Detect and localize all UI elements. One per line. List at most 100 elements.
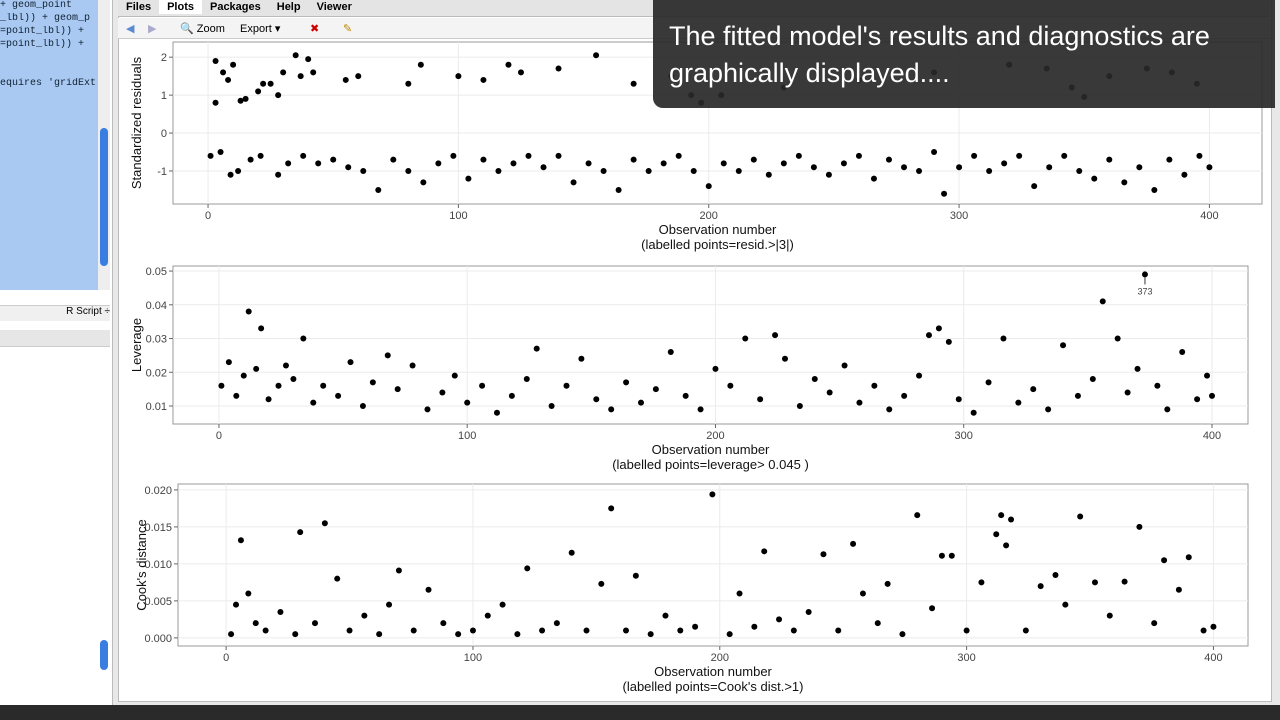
point bbox=[345, 164, 352, 171]
point bbox=[212, 99, 219, 106]
point bbox=[1031, 183, 1038, 190]
y-axis-title: Cook's distance bbox=[134, 519, 149, 610]
point bbox=[376, 631, 383, 638]
point bbox=[662, 612, 669, 619]
y-tick-label: 0.010 bbox=[144, 559, 172, 571]
point bbox=[998, 512, 1005, 519]
point bbox=[450, 152, 457, 159]
point bbox=[1151, 620, 1158, 627]
point bbox=[233, 601, 240, 608]
point bbox=[212, 57, 219, 64]
x-tick-label: 400 bbox=[1204, 652, 1222, 664]
point bbox=[776, 616, 783, 623]
axis-caption: (labelled points=leverage> 0.045 ) bbox=[612, 457, 809, 472]
point bbox=[598, 580, 605, 587]
point bbox=[978, 579, 985, 586]
back-button[interactable]: ◀ bbox=[126, 23, 135, 35]
remove-button[interactable]: ✖ bbox=[310, 23, 320, 35]
x-tick-label: 0 bbox=[223, 652, 229, 664]
point bbox=[963, 627, 970, 634]
label: Export bbox=[240, 23, 272, 35]
clear-button[interactable]: ✎ bbox=[343, 23, 353, 35]
point bbox=[1136, 523, 1143, 530]
point bbox=[948, 552, 955, 559]
point bbox=[871, 382, 878, 389]
point bbox=[568, 549, 575, 556]
point bbox=[925, 332, 932, 339]
point bbox=[709, 491, 716, 498]
point bbox=[495, 167, 502, 174]
point bbox=[260, 80, 267, 87]
point bbox=[335, 392, 342, 399]
point bbox=[360, 167, 367, 174]
axis-caption: (labelled points=Cook's dist.>1) bbox=[623, 679, 804, 694]
point bbox=[285, 160, 292, 167]
y-tick-label: 0.05 bbox=[146, 266, 167, 278]
point bbox=[242, 95, 249, 102]
point bbox=[439, 389, 446, 396]
point bbox=[228, 631, 235, 638]
point bbox=[280, 69, 287, 76]
point bbox=[623, 379, 630, 386]
dock bbox=[0, 705, 1280, 720]
export-button[interactable]: Export ▾ bbox=[240, 23, 281, 35]
point bbox=[405, 167, 412, 174]
point bbox=[781, 355, 788, 362]
point bbox=[311, 620, 318, 627]
point bbox=[525, 152, 532, 159]
point bbox=[499, 601, 506, 608]
point bbox=[645, 167, 652, 174]
point bbox=[986, 167, 993, 174]
tab[interactable]: Help bbox=[276, 1, 301, 13]
point bbox=[1164, 406, 1171, 413]
point bbox=[480, 76, 487, 83]
zoom-button[interactable]: 🔍 Zoom bbox=[180, 23, 225, 35]
point bbox=[751, 623, 758, 630]
point bbox=[795, 152, 802, 159]
point bbox=[1124, 389, 1131, 396]
y-axis-title: Leverage bbox=[129, 318, 144, 372]
code-line: _lbl)) + geom_p bbox=[0, 13, 91, 24]
point bbox=[480, 156, 487, 163]
point bbox=[1204, 372, 1211, 379]
point bbox=[247, 156, 254, 163]
point bbox=[916, 167, 923, 174]
tab[interactable]: Packages bbox=[209, 1, 261, 13]
point bbox=[469, 627, 476, 634]
y-tick-label: 0.005 bbox=[144, 596, 172, 608]
point bbox=[1003, 542, 1010, 549]
point bbox=[330, 156, 337, 163]
x-tick-label: 200 bbox=[706, 430, 724, 442]
point bbox=[277, 608, 284, 615]
point bbox=[1154, 382, 1161, 389]
point bbox=[742, 335, 749, 342]
point bbox=[297, 529, 304, 536]
point bbox=[514, 631, 521, 638]
x-tick-label: 100 bbox=[458, 430, 476, 442]
point bbox=[409, 362, 416, 369]
point bbox=[835, 627, 842, 634]
point bbox=[971, 152, 978, 159]
point bbox=[267, 80, 274, 87]
tab[interactable]: Files bbox=[126, 1, 152, 13]
point-label: 373 bbox=[1137, 286, 1152, 296]
point bbox=[1060, 342, 1067, 349]
point bbox=[1062, 601, 1069, 608]
point bbox=[1175, 586, 1182, 593]
forward-button[interactable]: ▶ bbox=[148, 23, 157, 35]
scroll-thumb[interactable] bbox=[100, 128, 108, 266]
point bbox=[220, 69, 227, 76]
point bbox=[1196, 152, 1203, 159]
point bbox=[420, 179, 427, 186]
tab[interactable]: Viewer bbox=[316, 1, 352, 13]
point bbox=[677, 627, 684, 634]
tab[interactable]: Plots bbox=[159, 0, 202, 14]
point bbox=[258, 325, 265, 332]
point bbox=[941, 190, 948, 197]
file-type[interactable]: R Script ÷ bbox=[0, 305, 110, 321]
point bbox=[257, 152, 264, 159]
scroll-thumb[interactable] bbox=[100, 640, 108, 670]
point bbox=[255, 88, 262, 95]
y-tick-label: 0.04 bbox=[146, 300, 167, 312]
x-tick-label: 400 bbox=[1200, 210, 1218, 222]
